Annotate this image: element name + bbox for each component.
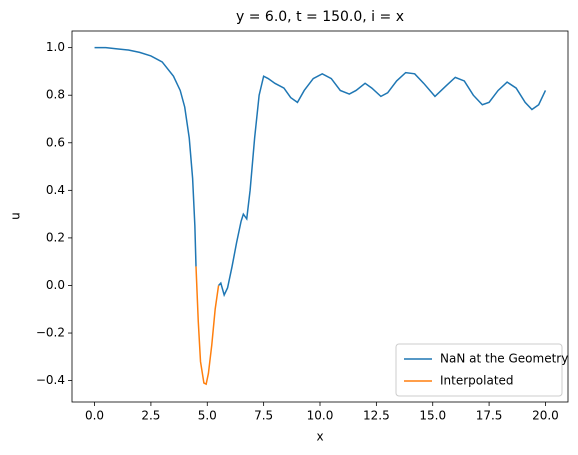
y-tick-label: 0.4 [46,183,65,197]
x-tick-label: 17.5 [476,409,503,423]
x-axis-label: x [316,430,323,444]
legend-label: NaN at the Geometry [440,352,568,366]
x-tick-label: 2.5 [141,409,160,423]
x-tick-label: 5.0 [198,409,217,423]
chart-title: y = 6.0, t = 150.0, i = x [236,9,404,25]
y-tick-label: −0.4 [36,373,65,387]
x-tick-label: 15.0 [419,409,446,423]
line [195,266,220,386]
y-axis-label: u [9,212,23,220]
x-tick-label: 12.5 [363,409,390,423]
line [94,46,547,298]
y-tick-label: 0.8 [46,88,65,102]
x-tick-label: 0.0 [85,409,104,423]
y-tick-label: −0.2 [36,326,65,340]
legend-box [395,343,563,397]
legend-label: Interpolated [440,374,514,388]
x-tick-label: 10.0 [307,409,334,423]
y-tick-label: 0.6 [46,135,65,149]
y-tick-label: 0.2 [46,230,65,244]
y-tick-label: 0.0 [46,278,65,292]
x-tick-label: 20.0 [532,409,559,423]
x-tick-label: 7.5 [254,409,273,423]
plot-frame [71,30,569,403]
y-tick-label: 1.0 [46,40,65,54]
